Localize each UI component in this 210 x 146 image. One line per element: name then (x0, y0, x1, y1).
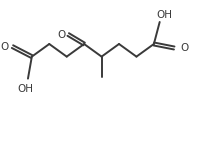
Text: O: O (0, 42, 9, 52)
Text: OH: OH (156, 10, 173, 20)
Text: O: O (180, 43, 188, 53)
Text: O: O (57, 31, 65, 40)
Text: OH: OH (17, 84, 33, 94)
